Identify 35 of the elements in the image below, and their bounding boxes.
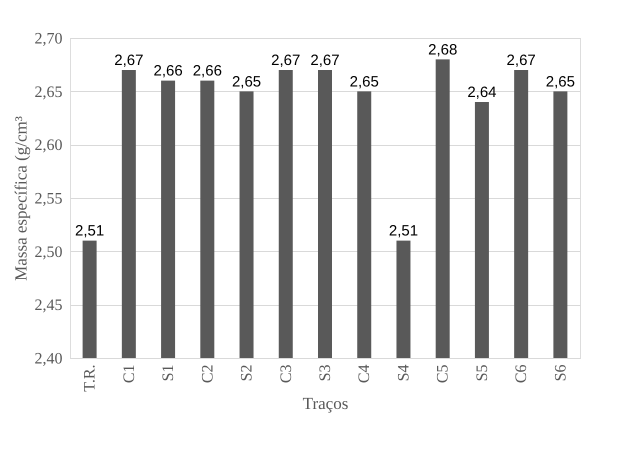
data-label: 2,66 — [192, 62, 222, 80]
data-label: 2,67 — [310, 52, 340, 69]
data-label: 2,65 — [546, 73, 575, 90]
data-label: 2,65 — [350, 73, 379, 90]
y-tick-label: 2,65 — [34, 84, 62, 101]
y-tick-label: 2,55 — [34, 190, 62, 208]
x-tick-label: S3 — [317, 364, 334, 382]
data-label: 2,67 — [271, 52, 300, 69]
y-axis-title: Massa específica (g/cm³ — [12, 116, 30, 281]
x-tick-label: C4 — [356, 364, 374, 384]
data-label: 2,67 — [114, 52, 144, 69]
x-tick-label: C6 — [513, 364, 530, 384]
y-tick-label: 2,45 — [34, 297, 62, 314]
x-tick-label: S4 — [395, 364, 412, 382]
data-label: 2,51 — [75, 222, 104, 240]
x-tick-label: T.R. — [82, 364, 99, 392]
data-label: 2,67 — [506, 52, 536, 69]
data-label: 2,51 — [388, 222, 418, 240]
data-label: 2,66 — [153, 62, 183, 80]
x-axis-title: Traços — [302, 394, 348, 413]
x-tick-label: S6 — [552, 364, 570, 382]
x-tick-label: C2 — [199, 364, 216, 384]
data-label: 2,65 — [232, 73, 262, 90]
x-tick-label: C5 — [434, 364, 452, 384]
y-tick-label: 2,50 — [34, 244, 62, 261]
y-tick-label: 2,40 — [34, 350, 62, 368]
x-tick-label: S5 — [474, 364, 491, 382]
data-label: 2,68 — [428, 41, 458, 58]
x-tick-label: S1 — [160, 364, 178, 382]
x-tick-label: C1 — [120, 364, 138, 384]
y-tick-label: 2,70 — [34, 30, 62, 48]
x-tick-label: S2 — [238, 364, 256, 382]
x-tick-label: C3 — [278, 364, 295, 384]
data-label: 2,64 — [467, 84, 497, 101]
y-tick-label: 2,60 — [34, 137, 62, 154]
